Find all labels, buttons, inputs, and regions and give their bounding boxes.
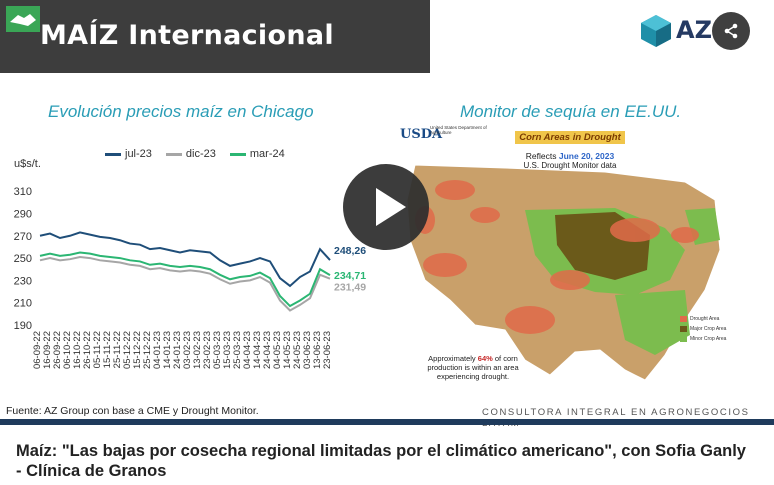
map-legend-label: Drought Area bbox=[690, 316, 720, 322]
x-tick-label: 16-10-22 bbox=[72, 331, 83, 369]
handshake-icon bbox=[6, 6, 40, 32]
map-legend-label: Major Crop Area bbox=[690, 326, 727, 332]
x-tick-label: 04-04-23 bbox=[242, 331, 253, 369]
page-title: MAÍZ Internacional bbox=[40, 20, 334, 51]
x-tick-label: 06-10-22 bbox=[62, 331, 73, 369]
x-tick-label: 13-02-23 bbox=[192, 331, 203, 369]
end-value-label: 231,49 bbox=[334, 282, 366, 294]
map-date: June 20, 2023 bbox=[558, 151, 615, 161]
y-axis-unit: u$s/t. bbox=[14, 158, 41, 170]
source-note: Fuente: AZ Group con base a CME y Drough… bbox=[6, 405, 259, 417]
x-tick-label: 05-03-23 bbox=[212, 331, 223, 369]
brand-logo: AZ bbox=[640, 14, 750, 48]
usda-dept: United States Department of Agriculture bbox=[430, 125, 487, 135]
legend-label: mar-24 bbox=[249, 148, 285, 160]
usda-logo: USDA United States Department of Agricul… bbox=[400, 125, 487, 143]
x-tick-label: 24-01-23 bbox=[172, 331, 183, 369]
x-tick-label: 26-10-22 bbox=[82, 331, 93, 369]
legend-swatch bbox=[229, 152, 246, 156]
y-tick-label: 290 bbox=[14, 208, 32, 220]
legend-swatch bbox=[105, 152, 121, 156]
end-value-label: 248,26 bbox=[334, 245, 366, 257]
note-pre: Approximately bbox=[428, 354, 476, 363]
x-tick-label: 24-05-23 bbox=[292, 331, 303, 369]
x-tick-label: 14-04-23 bbox=[252, 331, 263, 369]
legend-item-dic: dic-23 bbox=[165, 148, 216, 160]
share-button[interactable] bbox=[712, 12, 750, 50]
map-source: U.S. Drought Monitor data bbox=[523, 161, 617, 170]
reflects-label: Reflects bbox=[525, 151, 557, 161]
brand-name: AZ bbox=[676, 16, 712, 44]
bottom-bar bbox=[0, 419, 774, 425]
y-tick-label: 270 bbox=[14, 231, 32, 243]
map-legend-item: Drought Area bbox=[680, 316, 726, 322]
series-line-jul-23 bbox=[39, 231, 331, 288]
play-button[interactable] bbox=[343, 164, 429, 250]
cube-logo-icon bbox=[641, 15, 671, 47]
share-icon bbox=[724, 23, 738, 39]
x-tick-label: 04-05-23 bbox=[272, 331, 283, 369]
x-tick-label: 15-12-22 bbox=[132, 331, 143, 369]
x-tick-label: 25-11-22 bbox=[112, 331, 123, 368]
x-tick-label: 25-12-22 bbox=[142, 331, 153, 369]
x-tick-label: 13-06-23 bbox=[312, 331, 323, 369]
map-note: Approximately 64% of corn production is … bbox=[418, 354, 528, 381]
note-pct: 64% bbox=[477, 354, 493, 363]
note-post: of corn production is within an area exp… bbox=[427, 354, 519, 381]
x-tick-label: 26-09-22 bbox=[52, 331, 63, 369]
x-tick-label: 05-12-22 bbox=[122, 331, 133, 369]
x-tick-label: 04-01-23 bbox=[152, 331, 163, 369]
legend-swatch bbox=[165, 152, 182, 156]
map-legend-item: Minor Crop Area bbox=[680, 336, 726, 342]
x-tick-label: 14-05-23 bbox=[282, 331, 293, 369]
legend-item-mar: mar-24 bbox=[229, 148, 285, 160]
series-line-dic-23 bbox=[39, 255, 331, 312]
y-tick-label: 190 bbox=[14, 320, 32, 332]
drought-map bbox=[385, 120, 730, 405]
usda-label: USDA bbox=[400, 127, 443, 142]
y-tick-label: 250 bbox=[14, 253, 32, 265]
map-heading-title: Corn Areas in Drought bbox=[515, 131, 625, 144]
y-tick-label: 210 bbox=[14, 298, 32, 310]
video-caption[interactable]: Maíz: "Las bajas por cosecha regional li… bbox=[16, 442, 746, 480]
chart-legend: jul-23 dic-23 mar-24 bbox=[105, 148, 285, 160]
end-value-label: 234,71 bbox=[334, 270, 366, 282]
title-banner: MAÍZ Internacional bbox=[0, 0, 430, 73]
y-tick-label: 230 bbox=[14, 275, 32, 287]
map-reflects: Reflects June 20, 2023 bbox=[510, 151, 630, 161]
series-line-mar-24 bbox=[39, 251, 331, 308]
chart-title: Evolución precios maíz en Chicago bbox=[48, 102, 314, 121]
legend-label: dic-23 bbox=[185, 148, 216, 160]
map-legend-item: Major Crop Area bbox=[680, 326, 726, 332]
y-tick-label: 310 bbox=[14, 186, 32, 198]
x-tick-label: 16-09-22 bbox=[42, 331, 53, 369]
legend-item-jul: jul-23 bbox=[105, 148, 152, 160]
x-tick-label: 14-01-23 bbox=[162, 331, 173, 369]
x-tick-label: 05-11-22 bbox=[92, 331, 103, 368]
x-tick-label: 24-04-23 bbox=[262, 331, 273, 369]
legend-label: jul-23 bbox=[125, 148, 152, 160]
x-tick-label: 15-03-23 bbox=[222, 331, 233, 369]
map-legend-label: Minor Crop Area bbox=[690, 336, 727, 342]
tagline: CONSULTORA INTEGRAL EN AGRONEGOCIOS LATA… bbox=[482, 407, 750, 429]
x-tick-label: 23-02-23 bbox=[202, 331, 213, 369]
map-heading: Corn Areas in Drought Reflects June 20, … bbox=[510, 127, 630, 170]
map-title: Monitor de sequía en EE.UU. bbox=[460, 102, 682, 121]
x-tick-label: 15-11-22 bbox=[102, 331, 113, 368]
x-tick-label: 03-06-23 bbox=[302, 331, 313, 369]
x-tick-label: 03-02-23 bbox=[182, 331, 193, 369]
x-tick-label: 06-09-22 bbox=[32, 331, 43, 369]
x-tick-label: 25-03-23 bbox=[232, 331, 243, 369]
map-legend: Drought Area Major Crop Area Minor Crop … bbox=[680, 316, 726, 346]
x-tick-label: 23-06-23 bbox=[322, 331, 333, 369]
video-frame: MAÍZ Internacional AZ Evolución precios … bbox=[0, 0, 774, 429]
us-map bbox=[406, 164, 721, 381]
